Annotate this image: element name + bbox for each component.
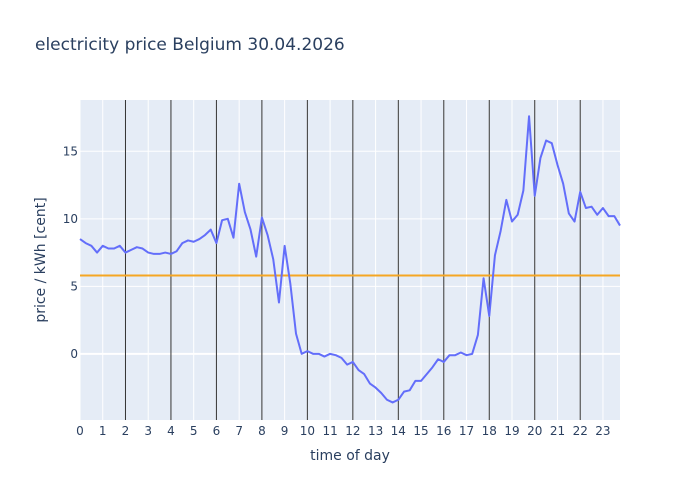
x-tick-label: 12 — [345, 424, 360, 438]
plot-area-background — [80, 100, 620, 420]
x-tick-label: 3 — [144, 424, 152, 438]
x-tick-label: 8 — [258, 424, 266, 438]
x-tick-label: 14 — [391, 424, 406, 438]
x-tick-label: 11 — [322, 424, 337, 438]
x-axis-title: time of day — [310, 448, 390, 464]
x-tick-label: 13 — [368, 424, 383, 438]
x-tick-labels: 0 1 2 3 4 5 6 7 8 9 10 11 12 13 14 15 16 17 18 19 20 21 22 23 — [76, 424, 610, 438]
y-tick-label: 15 — [63, 144, 78, 158]
x-tick-label: 22 — [573, 424, 588, 438]
y-tick-label: 5 — [70, 279, 78, 293]
x-tick-label: 17 — [459, 424, 474, 438]
x-tick-label: 1 — [99, 424, 107, 438]
x-tick-label: 19 — [504, 424, 519, 438]
chart-title: electricity price Belgium 30.04.2026 — [35, 35, 345, 55]
x-tick-label: 6 — [213, 424, 221, 438]
y-axis-title: price / kWh [cent] — [33, 197, 49, 322]
x-tick-label: 5 — [190, 424, 198, 438]
x-tick-label: 7 — [235, 424, 243, 438]
x-tick-label: 0 — [76, 424, 84, 438]
x-tick-label: 21 — [550, 424, 565, 438]
vertical-marker-lines — [124, 100, 581, 420]
x-tick-label: 4 — [167, 424, 175, 438]
y-tick-labels: 0 5 10 15 — [63, 144, 78, 361]
y-tick-label: 0 — [70, 347, 78, 361]
x-tick-label: 10 — [300, 424, 315, 438]
series-group — [79, 115, 621, 404]
x-tick-label: 16 — [436, 424, 451, 438]
x-tick-label: 9 — [281, 424, 289, 438]
y-tick-label: 10 — [63, 212, 78, 226]
x-tick-label: 18 — [482, 424, 497, 438]
price-series-line — [79, 115, 621, 404]
x-tick-label: 20 — [527, 424, 542, 438]
x-tick-label: 23 — [595, 424, 610, 438]
x-tick-label: 2 — [122, 424, 130, 438]
x-tick-label: 15 — [413, 424, 428, 438]
